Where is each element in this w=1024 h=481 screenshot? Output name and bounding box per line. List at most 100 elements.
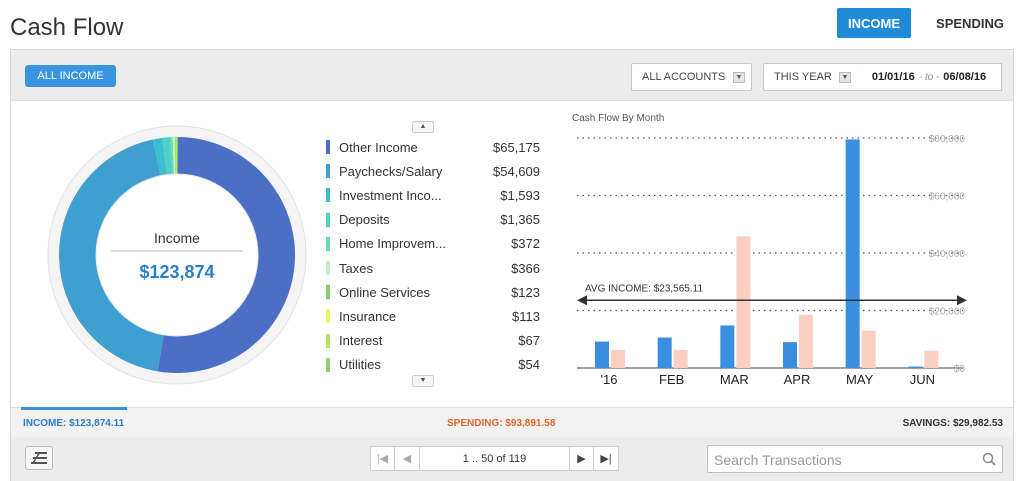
donut-label: Income: [154, 230, 200, 246]
donut-slice[interactable]: [157, 137, 296, 373]
legend-item[interactable]: Insurance $113: [326, 306, 540, 326]
spending-bar[interactable]: [673, 349, 688, 368]
cash-flow-panel: ALL INCOME ALL ACCOUNTS ▼ THIS YEAR ▼ 01…: [10, 49, 1014, 481]
spending-bar[interactable]: [611, 349, 625, 368]
donut-slice[interactable]: [176, 137, 178, 175]
income-bar[interactable]: [783, 342, 797, 368]
list-edit-icon: [31, 452, 47, 464]
legend-item[interactable]: Utilities $54: [326, 355, 540, 375]
x-tick-label: '16: [601, 372, 618, 387]
legend-item[interactable]: Home Improvem... $372: [326, 234, 540, 254]
all-income-button[interactable]: ALL INCOME: [25, 65, 116, 87]
x-tick-label: MAR: [720, 372, 749, 387]
legend-value: $54,609: [493, 163, 540, 179]
donut-total: $123,874: [139, 262, 214, 282]
legend-scroll-up-button[interactable]: ▲: [412, 121, 434, 133]
accounts-select[interactable]: ALL ACCOUNTS ▼: [631, 63, 752, 91]
savings-total: SAVINGS: $29,982.53: [902, 418, 1003, 429]
accounts-select-label: ALL ACCOUNTS: [642, 71, 726, 83]
chevron-down-icon: ▼: [733, 72, 745, 83]
legend-item[interactable]: Other Income $65,175: [326, 137, 540, 157]
cash-flow-by-month-chart: Cash Flow By Month $0 $20,000 $40,000 $60,0…: [572, 113, 967, 387]
legend-value: $366: [511, 260, 540, 276]
spending-bar[interactable]: [736, 236, 751, 368]
income-bar[interactable]: [908, 366, 923, 368]
chart-title: Cash Flow By Month: [572, 113, 664, 124]
legend-scroll-down-button[interactable]: ▼: [412, 375, 434, 387]
legend-item[interactable]: Interest $67: [326, 331, 540, 351]
search-input[interactable]: [714, 450, 974, 470]
legend-item[interactable]: Taxes $366: [326, 258, 540, 278]
date-from[interactable]: 01/01/16: [871, 71, 915, 83]
y-tick-label: $20,000: [929, 307, 966, 318]
legend-value: $372: [511, 236, 540, 252]
tab-spending[interactable]: SPENDING: [936, 15, 1004, 31]
legend-item[interactable]: Paychecks/Salary $54,609: [326, 161, 540, 181]
x-tick-label: JUN: [910, 372, 935, 387]
legend-value: $113: [512, 308, 540, 324]
legend-value: $1,593: [500, 187, 540, 203]
donut-slice[interactable]: [59, 139, 164, 372]
legend-swatch: [326, 285, 330, 300]
legend-swatch: [326, 140, 330, 154]
prev-page-icon: ◀: [402, 453, 412, 465]
legend-item[interactable]: Investment Inco... $1,593: [326, 185, 540, 205]
income-bar[interactable]: [595, 341, 609, 368]
income-bar[interactable]: [845, 139, 860, 368]
next-page-icon: ▶: [577, 453, 586, 465]
legend-label: Interest: [339, 333, 383, 349]
legend-item[interactable]: Online Services $123: [326, 282, 540, 302]
first-page-icon: |◀: [376, 453, 389, 465]
next-page-button[interactable]: ▶: [569, 446, 594, 471]
legend-label: Home Improvem...: [339, 236, 446, 252]
legend-value: $54: [518, 357, 540, 373]
page-title: Cash Flow: [10, 14, 124, 41]
legend-label: Investment Inco...: [339, 187, 442, 203]
period-select[interactable]: THIS YEAR ▼: [763, 63, 858, 91]
donut-slice[interactable]: [172, 137, 176, 175]
legend-value: $67: [518, 333, 540, 349]
active-summary-indicator: [21, 407, 127, 410]
legend-label: Other Income: [339, 139, 418, 155]
first-page-button[interactable]: |◀: [370, 446, 395, 471]
average-marker-right: [957, 295, 967, 306]
legend-swatch: [326, 357, 330, 372]
donut-slice[interactable]: [162, 137, 173, 175]
y-tick-label: $60,000: [929, 192, 966, 203]
summary-bar: INCOME: $123,874.11 SPENDING: $93,891.58…: [11, 407, 1013, 437]
average-label: AVG INCOME: $23,565.11: [585, 283, 703, 294]
prev-page-button[interactable]: ◀: [395, 446, 420, 471]
spending-total[interactable]: SPENDING: $93,891.58: [447, 418, 556, 429]
period-select-label: THIS YEAR: [774, 71, 832, 83]
search-icon[interactable]: [982, 452, 996, 466]
category-legend: Other Income $65,175 Paychecks/Salary $54,6…: [326, 133, 540, 385]
spending-bar[interactable]: [799, 314, 813, 368]
chevron-down-icon: ▼: [839, 72, 851, 83]
legend-item[interactable]: Deposits $1,365: [326, 210, 540, 230]
donut-slice[interactable]: [152, 137, 167, 176]
date-separator: - to -: [918, 71, 940, 83]
spending-bar[interactable]: [924, 350, 939, 368]
search-box[interactable]: [707, 445, 1003, 473]
income-donut-chart: Income $123,874: [47, 125, 307, 385]
tab-income[interactable]: INCOME: [837, 8, 911, 38]
donut-slices: [59, 137, 296, 373]
date-range[interactable]: 01/01/16 - to - 06/08/16: [857, 63, 1002, 91]
income-total[interactable]: INCOME: $123,874.11: [23, 418, 125, 429]
legend-swatch: [326, 164, 330, 179]
income-bar[interactable]: [657, 337, 672, 368]
page-indicator: 1 .. 50 of 119: [420, 446, 570, 471]
spending-bar[interactable]: [861, 330, 876, 368]
y-tick-label: $0: [954, 364, 966, 375]
x-tick-label: MAY: [846, 372, 874, 387]
legend-label: Paychecks/Salary: [339, 163, 443, 179]
date-to[interactable]: 06/08/16: [943, 71, 987, 83]
last-page-button[interactable]: ▶|: [594, 446, 619, 471]
average-marker-left: [577, 295, 587, 306]
transactions-menu-button[interactable]: [25, 446, 53, 470]
donut-slice[interactable]: [170, 137, 175, 175]
income-bar[interactable]: [720, 325, 735, 368]
legend-label: Deposits: [339, 212, 390, 228]
legend-value: $123: [511, 284, 540, 300]
legend-swatch: [326, 188, 330, 203]
